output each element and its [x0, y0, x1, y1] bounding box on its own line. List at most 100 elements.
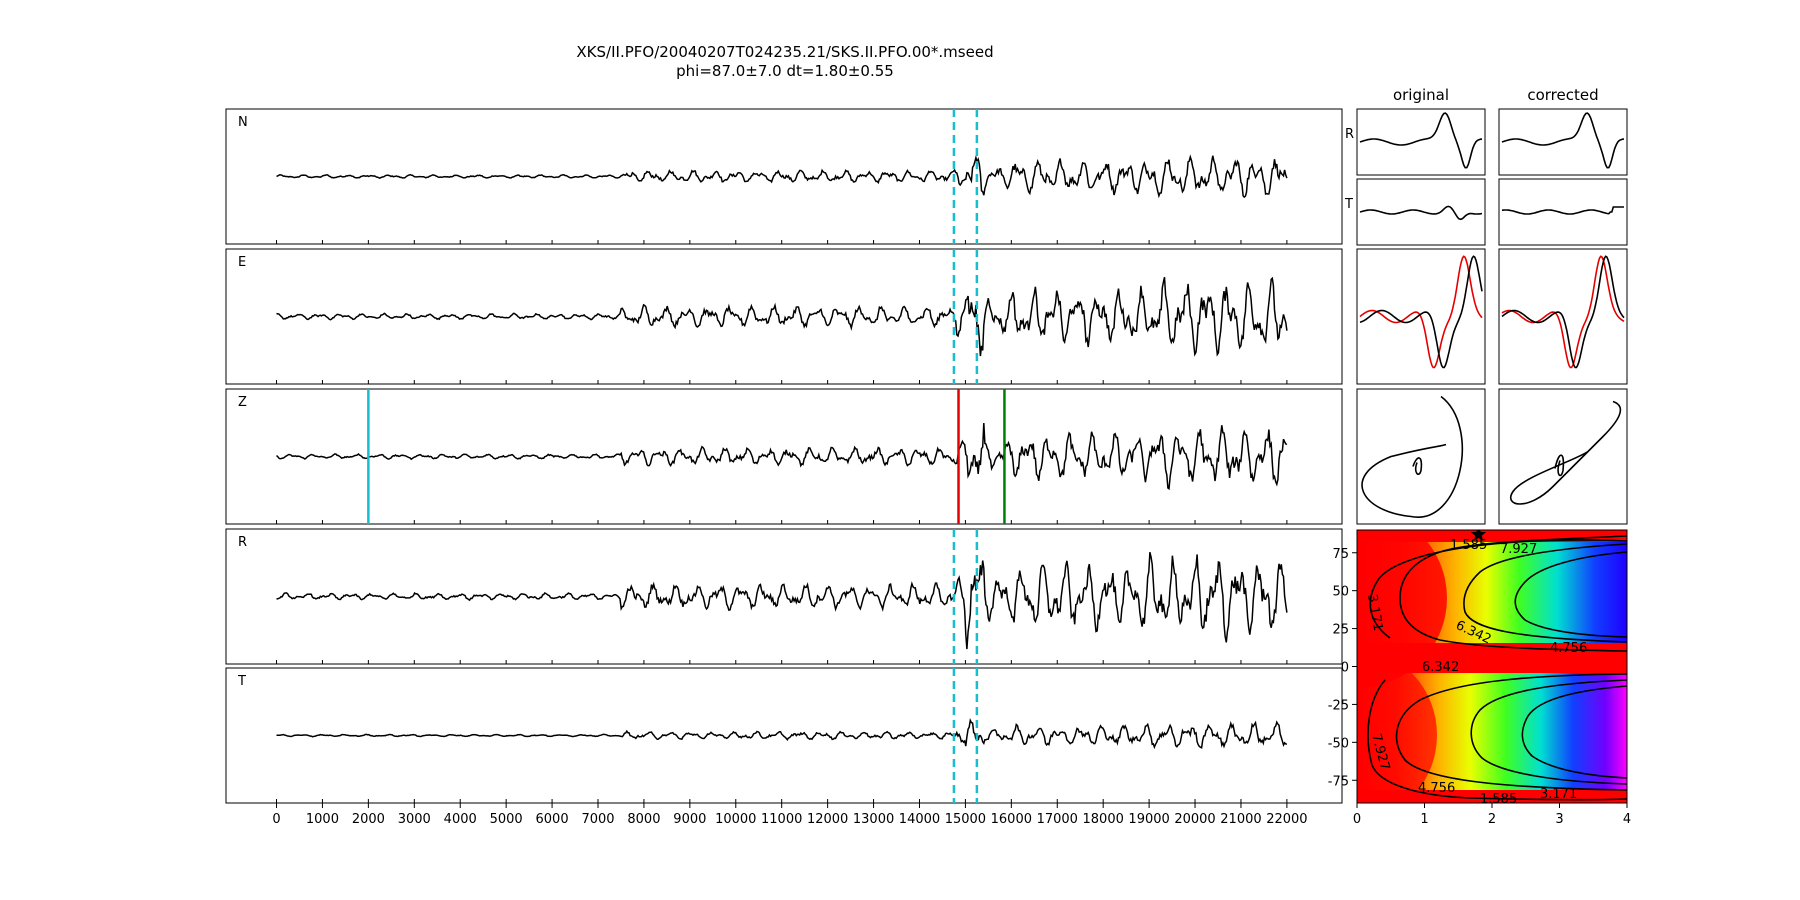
- contour-label: 7.927: [1500, 542, 1537, 557]
- waveform-x-axis: 0 1000 2000 3000 4000 5000 6000 7000 8000 9000 100…: [272, 803, 1308, 827]
- x-tick-label: 3: [1555, 812, 1563, 827]
- error-surface-axes: 0 1 2 3 4 75 50 25 0 -25 -50 -75: [1328, 547, 1631, 827]
- waveform-panel-z: Z: [225, 388, 1343, 525]
- x-tick-label: 21000: [1220, 812, 1261, 827]
- panel-frame: [1498, 108, 1628, 176]
- pm-panel-corrected-t: [1498, 178, 1628, 246]
- pm-panel-original-t: [1356, 178, 1486, 246]
- fast-component-trace: [1501, 255, 1625, 369]
- x-tick-label: 10000: [715, 812, 756, 827]
- contour-label: 1.585: [1450, 538, 1487, 553]
- waveform-panels: N E Z R T: [225, 108, 1343, 804]
- t-component-trace: [1501, 206, 1624, 215]
- x-tick-label: 12000: [807, 812, 848, 827]
- waveform-panel-r: R: [225, 528, 1343, 665]
- x-tick-label: 6000: [536, 812, 569, 827]
- x-tick-label: 1000: [306, 812, 339, 827]
- x-tick-label: 8000: [627, 812, 660, 827]
- contour-label: 6.342: [1422, 660, 1459, 675]
- column-title-original: original: [1393, 86, 1449, 104]
- error-surface: 1.585 7.927 3.171 6.342 4.756 6.342 7.92…: [1328, 529, 1631, 827]
- x-tick-label: 15000: [945, 812, 986, 827]
- y-tick-label: 50: [1332, 585, 1349, 600]
- panel-frame: [225, 248, 1343, 385]
- minimum-marker: [1470, 530, 1487, 541]
- trace-label: E: [238, 255, 246, 270]
- contour-line: [1369, 539, 1627, 639]
- fast-component-trace: [1359, 255, 1483, 369]
- x-tick-label: 0: [272, 812, 280, 827]
- waveform-trace: [276, 276, 1288, 357]
- contour-label: 1.585: [1480, 792, 1517, 807]
- x-tick-label: 4: [1623, 812, 1631, 827]
- y-tick-label: 75: [1332, 547, 1349, 562]
- contour-line: [1514, 551, 1627, 638]
- x-tick-label: 2: [1488, 812, 1496, 827]
- column-title-corrected: corrected: [1527, 86, 1598, 104]
- t-component-trace: [1359, 205, 1483, 221]
- y-tick-label: -50: [1328, 736, 1349, 751]
- row-label-t: T: [1344, 197, 1353, 212]
- x-tick-label: 9000: [673, 812, 706, 827]
- x-tick-label: 17000: [1037, 812, 1078, 827]
- r-component-trace: [1501, 112, 1625, 169]
- x-tick-label: 7000: [581, 812, 614, 827]
- contour-label: 3.171: [1540, 787, 1577, 802]
- y-tick-label: -75: [1328, 774, 1349, 789]
- panel-frame: [1498, 178, 1628, 246]
- figure-title: XKS/II.PFO/20040207T024235.21/SKS.II.PFO…: [576, 43, 993, 61]
- contour-label: 4.756: [1418, 781, 1455, 796]
- contour-line: [1395, 673, 1627, 791]
- waveform-panel-n: N: [225, 108, 1343, 245]
- panel-frame: [1356, 108, 1486, 176]
- x-tick-label: 13000: [853, 812, 894, 827]
- error-surface-lower-red-lobe: [1357, 650, 1437, 803]
- contour-line: [1463, 543, 1627, 643]
- slow-component-trace: [1359, 255, 1483, 369]
- y-tick-label: 0: [1341, 661, 1349, 676]
- x-tick-label: 22000: [1266, 812, 1307, 827]
- waveform-trace: [276, 422, 1288, 491]
- particle-motion-panels: [1356, 108, 1628, 525]
- panel-frame: [1356, 388, 1486, 525]
- pm-panel-corrected-particle: [1498, 388, 1628, 525]
- y-tick-label: -25: [1328, 698, 1349, 713]
- panel-frame: [225, 528, 1343, 665]
- r-component-trace: [1359, 112, 1483, 169]
- x-tick-label: 2000: [352, 812, 385, 827]
- pm-panel-original-waveform: [1356, 248, 1486, 385]
- trace-label: T: [237, 674, 246, 689]
- panel-frame: [225, 388, 1343, 525]
- error-surface-zero-band: [1357, 643, 1627, 673]
- trace-label: Z: [238, 395, 247, 410]
- waveform-trace: [276, 154, 1288, 199]
- particle-motion-path: [1510, 400, 1622, 505]
- contour-line: [1521, 685, 1627, 779]
- x-tick-label: 16000: [991, 812, 1032, 827]
- row-label-r: R: [1345, 127, 1354, 142]
- particle-motion-path: [1361, 395, 1463, 518]
- x-tick-label: 20000: [1174, 812, 1215, 827]
- pm-panel-original-particle: [1356, 388, 1486, 525]
- contour-label: 3.171: [1364, 593, 1385, 632]
- trace-label: N: [238, 115, 248, 130]
- pm-panel-corrected-r: [1498, 108, 1628, 176]
- x-tick-label: 4000: [444, 812, 477, 827]
- x-tick-label: 11000: [761, 812, 802, 827]
- x-tick-label: 5000: [490, 812, 523, 827]
- pm-panel-original-r: [1356, 108, 1486, 176]
- trace-label: R: [238, 535, 247, 550]
- contour-label: 4.756: [1550, 641, 1587, 656]
- y-tick-label: 25: [1332, 623, 1349, 638]
- x-tick-label: 3000: [398, 812, 431, 827]
- figure-subtitle: phi=87.0±7.0 dt=1.80±0.55: [676, 62, 894, 80]
- waveform-trace: [276, 552, 1288, 650]
- contour-line: [1367, 679, 1627, 801]
- x-tick-label: 0: [1353, 812, 1361, 827]
- x-tick-label: 19000: [1128, 812, 1169, 827]
- waveform-panel-e: E: [225, 248, 1343, 385]
- x-tick-label: 18000: [1083, 812, 1124, 827]
- contour-line: [1470, 679, 1627, 785]
- waveform-panel-t: T: [225, 667, 1343, 804]
- x-tick-label: 14000: [899, 812, 940, 827]
